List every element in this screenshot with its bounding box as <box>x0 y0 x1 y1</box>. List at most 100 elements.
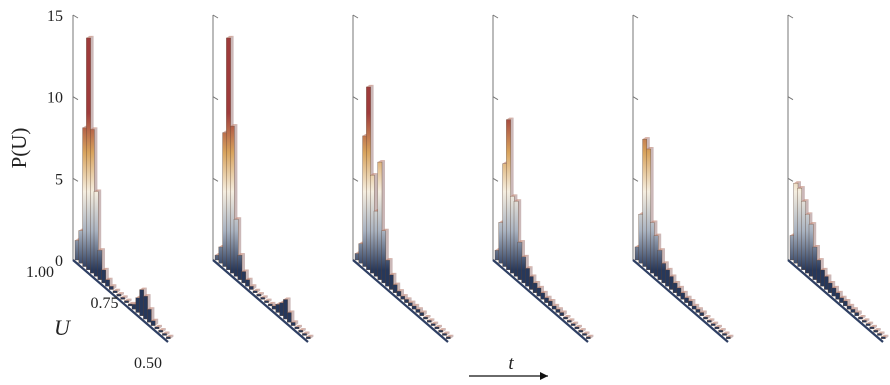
bar <box>714 326 720 330</box>
bar-top <box>120 295 128 298</box>
bar-side <box>563 310 567 316</box>
bar-top <box>446 334 454 337</box>
bar-side <box>870 321 874 326</box>
bar-top <box>873 328 881 331</box>
bar-top <box>294 324 302 327</box>
bar <box>362 135 367 267</box>
bar <box>214 254 220 261</box>
bar-side <box>128 298 132 303</box>
bar-side <box>170 334 174 339</box>
bar <box>824 276 829 290</box>
y-tick <box>787 96 794 101</box>
bar-top <box>797 186 805 189</box>
time-arrow-head <box>540 372 548 380</box>
bar-top <box>533 281 541 283</box>
bar-top <box>688 299 696 302</box>
bar-side <box>420 307 423 313</box>
bar <box>494 250 500 261</box>
bar <box>797 187 802 267</box>
bar-side <box>726 331 730 336</box>
bar-top <box>260 295 268 298</box>
bar <box>850 309 856 313</box>
bar <box>820 269 825 287</box>
bar-top <box>881 334 889 337</box>
bar-side <box>442 328 446 333</box>
bar <box>684 297 689 303</box>
bar-top <box>718 328 726 331</box>
bar <box>423 316 428 320</box>
bar-top <box>582 331 590 334</box>
bar-side <box>253 284 257 290</box>
bar-top <box>154 324 162 327</box>
bar-top <box>514 199 522 202</box>
bar-side <box>575 321 579 326</box>
bar <box>510 196 515 274</box>
bar-top <box>578 328 586 331</box>
bar <box>396 291 402 297</box>
bar <box>669 276 674 290</box>
bar-top <box>548 299 556 302</box>
bar-top <box>711 321 719 324</box>
bar-top <box>139 287 147 290</box>
bar-top <box>699 310 707 313</box>
bar <box>237 255 243 280</box>
bar <box>139 289 144 316</box>
bar <box>703 316 708 320</box>
bar-top <box>555 307 563 310</box>
bar-side <box>295 320 299 326</box>
bar-side <box>113 284 117 290</box>
bar-side <box>155 318 159 326</box>
panel-5 <box>632 14 734 343</box>
bar <box>862 320 867 323</box>
bar-top <box>162 331 170 334</box>
bar-top <box>268 301 276 304</box>
bar <box>657 250 663 280</box>
bar <box>873 329 878 333</box>
bar <box>408 302 413 307</box>
bar <box>404 299 409 303</box>
bar-top <box>234 217 242 220</box>
bar <box>638 214 644 264</box>
y-tick <box>212 14 219 19</box>
bar <box>93 191 99 277</box>
bar <box>78 230 84 264</box>
bar <box>392 284 398 293</box>
bar-side <box>877 328 881 333</box>
bar-top <box>396 289 404 292</box>
bar-top <box>124 298 132 301</box>
bar-top <box>90 127 98 130</box>
bar <box>411 305 417 310</box>
panel-u-axis <box>632 259 729 343</box>
bar-top <box>676 285 684 288</box>
y-tick <box>632 177 639 182</box>
bar-side <box>711 318 715 323</box>
bar <box>877 333 882 336</box>
bar <box>881 336 886 339</box>
bar <box>722 333 727 336</box>
bar-top <box>306 334 314 337</box>
bar <box>154 326 160 330</box>
bar-side <box>435 321 439 326</box>
bar-top <box>805 212 813 215</box>
bar <box>162 333 167 336</box>
bar-side <box>166 331 170 336</box>
bar-side <box>866 318 870 323</box>
bar-side <box>446 331 450 336</box>
bar <box>650 222 655 274</box>
bar <box>661 263 666 284</box>
bar <box>271 305 277 310</box>
bar-side <box>412 300 416 306</box>
bar-side <box>722 328 726 333</box>
bar <box>112 290 118 293</box>
bar-top <box>291 320 299 323</box>
bar-top <box>370 173 378 176</box>
y-tick <box>352 177 359 182</box>
bar <box>506 119 511 271</box>
bar-top <box>642 137 650 140</box>
bar <box>373 210 379 277</box>
y-tick-label: 15 <box>47 8 63 25</box>
panel-3 <box>352 14 454 343</box>
bar-top <box>695 307 703 310</box>
u-tick-label: 0.75 <box>91 295 119 312</box>
